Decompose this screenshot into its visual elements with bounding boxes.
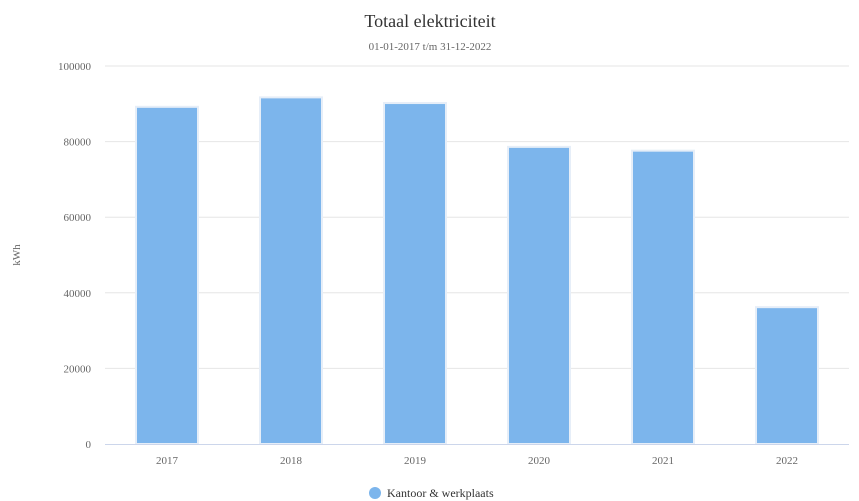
bar-2018[interactable] xyxy=(259,96,323,446)
x-tick-label: 2021 xyxy=(652,455,674,467)
y-tick-label: 80000 xyxy=(64,137,92,149)
gridlines xyxy=(105,65,849,369)
y-tick-label: 40000 xyxy=(64,288,92,300)
x-axis-ticks: 2017 2018 2019 2020 2021 2022 xyxy=(156,455,798,467)
bar-2021[interactable] xyxy=(631,149,695,445)
x-tick-label: 2019 xyxy=(404,455,427,467)
bar-2017[interactable] xyxy=(135,105,199,445)
bar-2019[interactable] xyxy=(383,102,447,445)
y-axis-label: kWh xyxy=(11,244,23,266)
chart-subtitle: 01-01-2017 t/m 31-12-2022 xyxy=(369,41,492,53)
x-tick-label: 2020 xyxy=(528,455,551,467)
bar-2022[interactable] xyxy=(755,306,819,445)
legend-label: Kantoor & werkplaats xyxy=(387,486,494,500)
legend-item[interactable]: Kantoor & werkplaats xyxy=(369,486,494,500)
y-tick-label: 20000 xyxy=(64,363,92,375)
x-tick-label: 2017 xyxy=(156,455,179,467)
legend-marker xyxy=(369,487,381,499)
x-tick-label: 2018 xyxy=(280,455,303,467)
chart-title: Totaal elektriciteit xyxy=(364,11,495,31)
bar-2020[interactable] xyxy=(507,145,571,445)
x-tick-label: 2022 xyxy=(776,455,798,467)
bars xyxy=(135,96,819,446)
y-tick-label: 60000 xyxy=(64,212,92,224)
y-axis-ticks: 0 20000 40000 60000 80000 100000 xyxy=(58,61,92,451)
y-tick-label: 0 xyxy=(86,439,92,451)
y-tick-label: 100000 xyxy=(58,61,92,73)
